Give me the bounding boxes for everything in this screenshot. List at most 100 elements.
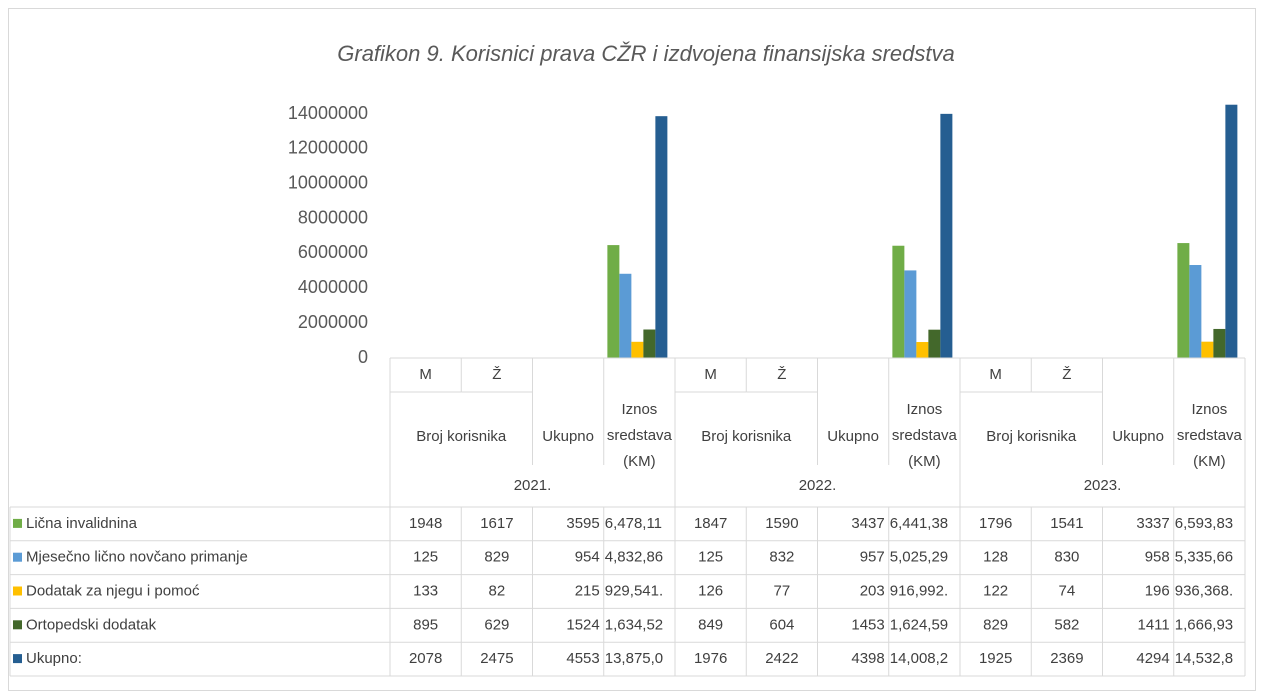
table-value: 128: [983, 549, 1008, 566]
table-value: 4,832,86: [605, 549, 663, 566]
group-label: Iznos sredstava (KM): [606, 401, 672, 470]
bar: [1213, 328, 1226, 358]
legend-swatch: [13, 586, 22, 596]
table-value: 1796: [979, 515, 1012, 532]
bar: [631, 341, 644, 358]
group-label: Broj korisnika: [416, 428, 507, 445]
table-value: 1590: [765, 515, 798, 532]
y-tick-label: 8000000: [298, 207, 368, 227]
category-label: M: [989, 366, 1002, 383]
legend-label: Mjesečno lično novčano primanje: [26, 549, 248, 566]
y-tick-label: 14000000: [288, 103, 368, 123]
chart-border: [8, 8, 1256, 691]
table-value: 14,008,2: [890, 650, 948, 667]
table-value: 4553: [566, 650, 599, 667]
table-value: 936,368.: [1175, 582, 1233, 599]
chart-title: Grafikon 9. Korisnici prava CŽR i izdvoj…: [337, 41, 954, 66]
group-label: Ukupno: [827, 428, 879, 445]
table-value: 2422: [765, 650, 798, 667]
table-value: 1,666,93: [1175, 616, 1233, 633]
table-value: 954: [575, 549, 600, 566]
table-value: 929,541.: [605, 582, 663, 599]
group-label-box: Iznos sredstava (KM): [606, 401, 672, 470]
table-value: 203: [860, 582, 885, 599]
category-label: M: [419, 366, 432, 383]
legend-label: Dodatak za njegu i pomoć: [26, 582, 200, 599]
table-value: 1617: [480, 515, 513, 532]
bar: [643, 329, 656, 358]
table-value: 2475: [480, 650, 513, 667]
table-value: 1976: [694, 650, 727, 667]
table-value: 125: [413, 549, 438, 566]
table-value: 6,593,83: [1175, 515, 1233, 532]
table-value: 1,624,59: [890, 616, 948, 633]
table-value: 82: [489, 582, 506, 599]
y-tick-label: 2000000: [298, 312, 368, 332]
legend-swatch: [13, 552, 22, 562]
table-value: 122: [983, 582, 1008, 599]
year-label: 2023.: [1084, 477, 1122, 494]
table-value: 5,025,29: [890, 549, 948, 566]
table-value: 125: [698, 549, 723, 566]
legend-swatch: [13, 654, 22, 664]
table-value: 1411: [1137, 616, 1169, 633]
group-label: Iznos sredstava (KM): [891, 401, 957, 470]
table-value: 582: [1054, 616, 1079, 633]
table-value: 958: [1145, 549, 1170, 566]
y-tick-label: 10000000: [288, 172, 368, 192]
table-value: 215: [575, 582, 600, 599]
legend-label: Ortopedski dodatak: [26, 616, 157, 633]
table-value: 895: [413, 616, 438, 633]
table-value: 2369: [1050, 650, 1083, 667]
bar: [1201, 341, 1214, 358]
y-tick-label: 0: [358, 347, 368, 367]
category-label: Ž: [777, 366, 786, 383]
bar: [916, 342, 929, 358]
bar: [1189, 265, 1202, 358]
table-value: 916,992.: [890, 582, 948, 599]
group-label: Broj korisnika: [701, 428, 792, 445]
group-label: Ukupno: [542, 428, 594, 445]
table-value: 1,634,52: [605, 616, 663, 633]
group-label-box: Iznos sredstava (KM): [1177, 401, 1242, 470]
table-value: 13,875,0: [605, 650, 663, 667]
bar: [1225, 104, 1238, 358]
bar: [940, 113, 953, 359]
bar: [607, 245, 620, 358]
category-label: Ž: [492, 366, 501, 383]
legend-label: Ukupno:: [26, 650, 82, 667]
bar: [904, 270, 917, 358]
category-label: Ž: [1062, 366, 1071, 383]
table-value: 4294: [1136, 650, 1169, 667]
table-value: 829: [484, 549, 509, 566]
bar: [655, 116, 668, 358]
y-tick-label: 12000000: [288, 138, 368, 158]
table-value: 1453: [851, 616, 884, 633]
table-value: 126: [698, 582, 723, 599]
legend-swatch: [13, 620, 22, 630]
bar: [892, 245, 905, 358]
table-value: 1847: [694, 515, 727, 532]
y-tick-label: 6000000: [298, 242, 368, 262]
table-value: 196: [1145, 582, 1170, 599]
table-value: 3437: [851, 515, 884, 532]
group-label: Ukupno: [1112, 428, 1164, 445]
bar: [928, 329, 941, 358]
table-value: 14,532,8: [1175, 650, 1233, 667]
table-value: 604: [769, 616, 794, 633]
table-value: 133: [413, 582, 438, 599]
year-label: 2022.: [799, 477, 837, 494]
table-value: 957: [860, 549, 885, 566]
legend-label: Lična invalidnina: [26, 515, 138, 532]
table-value: 77: [774, 582, 791, 599]
category-label: M: [704, 366, 717, 383]
table-value: 1948: [409, 515, 442, 532]
table-value: 1524: [566, 616, 599, 633]
bar: [619, 273, 632, 358]
table-value: 3337: [1136, 515, 1169, 532]
table-value: 629: [484, 616, 509, 633]
table-value: 5,335,66: [1175, 549, 1233, 566]
table-value: 2078: [409, 650, 442, 667]
table-value: 74: [1059, 582, 1076, 599]
table-value: 4398: [851, 650, 884, 667]
